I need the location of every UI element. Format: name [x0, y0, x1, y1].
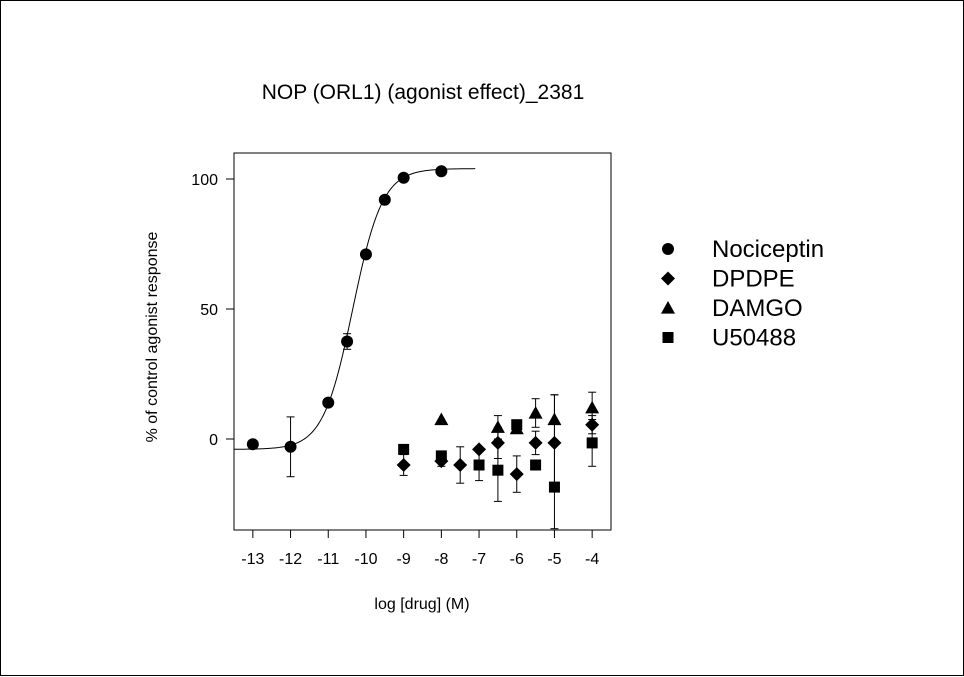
x-tick-label: -8: [434, 551, 448, 568]
nociceptin-point: [378, 193, 391, 206]
y-tick-label: 50: [200, 302, 218, 319]
x-tick-label: -13: [241, 551, 264, 568]
u50488-point: [473, 459, 485, 471]
damgo-point: [490, 420, 505, 433]
dpdpe-legend-marker: [661, 271, 675, 286]
damgo-point: [528, 406, 543, 419]
x-tick-label: -11: [317, 551, 339, 568]
damgo-point: [434, 412, 449, 426]
dpdpe-point: [472, 442, 487, 457]
dpdpe-point: [528, 435, 543, 450]
u50488-point: [398, 443, 410, 455]
dpdpe-point: [585, 417, 600, 432]
u50488-point: [492, 464, 504, 476]
x-tick-label: -10: [354, 551, 377, 568]
dpdpe-point: [490, 435, 505, 450]
y-axis-label: % of control agonist response: [144, 232, 161, 443]
nociceptin-point: [397, 171, 410, 184]
dpdpe-point: [396, 458, 411, 472]
nociceptin-fit-curve: [234, 168, 476, 450]
damgo-point: [547, 412, 562, 426]
damgo-legend-marker: [661, 301, 675, 314]
y-tick-label: 100: [191, 172, 218, 189]
data-points: [246, 165, 600, 493]
nociceptin-legend-label: Nociceptin: [712, 236, 824, 263]
y-tick-label: 0: [209, 432, 218, 449]
x-tick-label: -7: [472, 551, 486, 568]
nociceptin-point: [322, 396, 335, 409]
dpdpe-point: [453, 458, 468, 472]
u50488-point: [530, 459, 542, 471]
u50488-point: [586, 437, 598, 449]
nociceptin-point: [246, 438, 259, 451]
nociceptin-point: [284, 440, 297, 453]
plot-area: [233, 152, 612, 531]
axis-ticks: -13 -12 -11 -10 -9 -8 -7 -6 -5 -4 0 50 100: [191, 172, 599, 568]
fit-curve-layer: [234, 168, 476, 450]
u50488-legend-label: U50488: [712, 325, 796, 352]
error-bars: [286, 333, 597, 530]
x-tick-label: -6: [510, 551, 524, 568]
nociceptin-point: [359, 248, 372, 261]
damgo-legend-label: DAMGO: [712, 295, 803, 322]
dpdpe-point: [547, 435, 562, 450]
x-tick-label: -9: [397, 551, 411, 568]
nociceptin-point: [435, 165, 448, 178]
nociceptin-legend-marker: [662, 243, 674, 255]
chart-title: NOP (ORL1) (agonist effect)_2381: [262, 81, 585, 104]
x-tick-label: -12: [279, 551, 302, 568]
x-axis-label: log [drug] (M): [374, 596, 469, 613]
x-tick-label: -4: [585, 551, 599, 568]
u50488-point: [435, 450, 447, 462]
damgo-point: [585, 400, 600, 414]
nociceptin-point: [341, 335, 354, 348]
dpdpe-legend-label: DPDPE: [712, 266, 795, 293]
u50488-point: [548, 481, 560, 493]
x-tick-label: -5: [547, 551, 561, 568]
dpdpe-point: [509, 467, 524, 482]
u50488-legend-marker: [662, 332, 674, 343]
u50488-point: [511, 419, 523, 431]
